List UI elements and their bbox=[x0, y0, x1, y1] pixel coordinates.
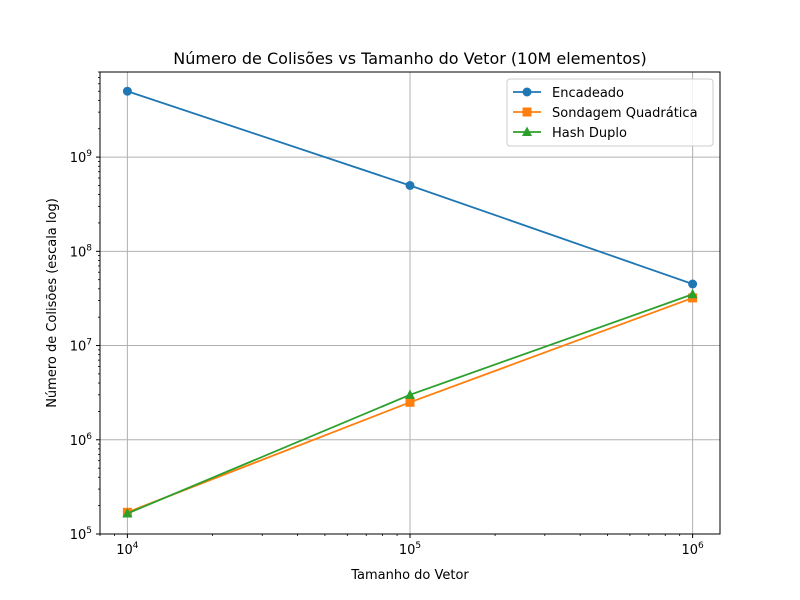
data-point-encadeado bbox=[688, 279, 698, 289]
data-point-encadeado bbox=[122, 86, 132, 96]
y-tick-label: 105 bbox=[70, 526, 92, 543]
legend-swatch-marker bbox=[522, 107, 532, 117]
legend-label: Sondagem Quadrática bbox=[552, 106, 698, 121]
x-tick-label: 105 bbox=[399, 541, 421, 558]
legend-item-sondagem-quadratica: Sondagem Quadrática bbox=[513, 106, 698, 121]
y-tick-label: 109 bbox=[70, 149, 93, 166]
chart-title: Número de Colisões vs Tamanho do Vetor (… bbox=[173, 49, 646, 68]
data-point-hash-duplo bbox=[405, 389, 415, 399]
legend: Encadeado Sondagem Quadrática Hash Duplo bbox=[506, 78, 714, 147]
data-point-sondagem-quadratica bbox=[405, 397, 415, 407]
legend-swatch-marker bbox=[522, 87, 532, 97]
series-encadeado bbox=[122, 86, 698, 289]
legend-label: Encadeado bbox=[552, 86, 624, 101]
x-tick-label: 106 bbox=[681, 541, 704, 558]
legend-item-hash-duplo: Hash Duplo bbox=[513, 126, 627, 141]
series-hash-duplo bbox=[122, 288, 698, 518]
y-tick-label: 107 bbox=[70, 338, 92, 355]
data-point-hash-duplo bbox=[687, 288, 698, 299]
data-point-hash-duplo bbox=[122, 508, 133, 518]
legend-swatch-marker bbox=[522, 126, 532, 136]
legend-label: Hash Duplo bbox=[552, 126, 627, 141]
data-point-encadeado bbox=[405, 180, 415, 190]
legend-item-encadeado: Encadeado bbox=[513, 86, 624, 101]
y-tick-label: 106 bbox=[70, 432, 93, 449]
x-axis-label: Tamanho do Vetor bbox=[350, 568, 469, 583]
y-tick-label: 108 bbox=[70, 243, 93, 260]
y-axis-label: Número de Colisões (escala log) bbox=[45, 198, 60, 408]
series-layer bbox=[122, 86, 698, 518]
legend-frame bbox=[506, 78, 714, 147]
tick-labels: 104 105 106 105 106 107 108 109 bbox=[70, 149, 704, 558]
x-tick-label: 104 bbox=[116, 541, 139, 558]
